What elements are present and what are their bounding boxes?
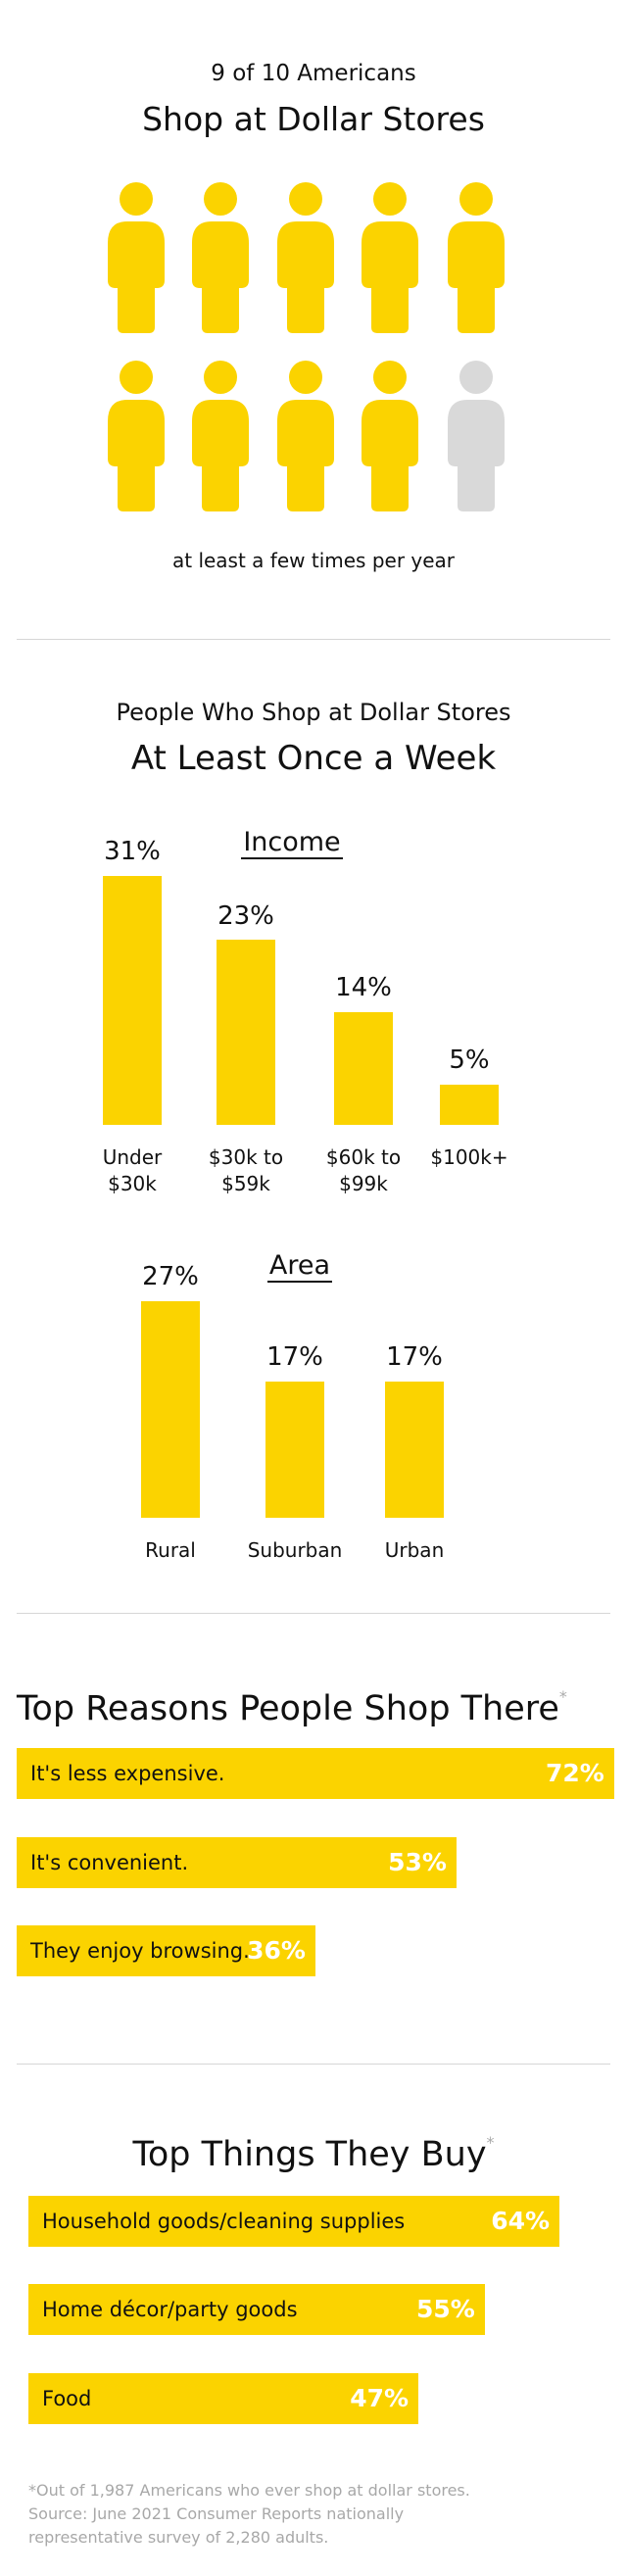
bar — [440, 1085, 499, 1125]
person-icon-filled — [277, 182, 334, 333]
divider — [17, 2064, 610, 2065]
chart-title: Top Reasons People Shop There* — [17, 1676, 624, 1730]
chart-title-text: Top Things They Buy — [132, 2135, 487, 2174]
note-marker: * — [558, 1687, 567, 1706]
chart-title: Top Things They Buy* — [0, 2121, 627, 2176]
person-icon-filled — [192, 361, 249, 511]
person-icon-filled — [362, 361, 418, 511]
bar — [17, 1925, 315, 1976]
bar — [385, 1381, 444, 1518]
group-label-text: Area — [266, 1250, 333, 1283]
value-label: 64% — [491, 2207, 551, 2235]
footnote: *Out of 1,987 Americans who ever shop at… — [28, 2481, 470, 2500]
bar — [141, 1300, 200, 1518]
category-label: Suburban — [247, 1538, 343, 1562]
bar — [265, 1381, 324, 1518]
group-label-text: Income — [241, 827, 343, 859]
value-label: 72% — [545, 1759, 604, 1787]
value-label: 14% — [335, 973, 392, 1003]
chart-title-text: Top Reasons People Shop There — [17, 1689, 559, 1728]
value-label: 36% — [247, 1936, 306, 1965]
person-icon-filled — [362, 182, 418, 333]
group-label: Area — [202, 1248, 398, 1284]
category-label: Rural — [145, 1538, 196, 1562]
bar — [17, 1837, 457, 1888]
bar — [28, 2373, 419, 2424]
footnote: representative survey of 2,280 adults. — [28, 2528, 329, 2547]
title: 9 of 10 Americans — [211, 61, 416, 87]
category-label: Urban — [384, 1538, 445, 1562]
bar — [217, 940, 275, 1125]
category-label: Home décor/party goods — [42, 2298, 298, 2321]
section-title: People Who Shop at Dollar Stores — [116, 699, 511, 727]
category-label: It's less expensive. — [30, 1762, 225, 1785]
caption: at least a few times per year — [171, 549, 456, 572]
value-label: 55% — [416, 2295, 475, 2323]
group-label: Income — [194, 825, 390, 860]
value-label: 47% — [350, 2384, 410, 2412]
category-label: $100k+ — [430, 1145, 508, 1169]
category-label: Under $30k — [102, 1145, 163, 1195]
divider — [17, 1613, 610, 1614]
category-label: They enjoy browsing. — [30, 1939, 250, 1963]
value-label: 31% — [104, 836, 161, 866]
bar — [17, 1748, 614, 1799]
footnote: Source: June 2021 Consumer Reports natio… — [28, 2504, 405, 2523]
value-label: 5% — [449, 1045, 490, 1076]
value-label: 23% — [217, 900, 274, 931]
person-icon-filled — [277, 361, 334, 511]
value-label: 53% — [388, 1848, 447, 1876]
category-label: $30k to $59k — [208, 1145, 284, 1195]
value-label: 17% — [266, 1341, 323, 1372]
note-marker: * — [486, 2133, 495, 2152]
divider — [17, 639, 610, 640]
bar — [103, 875, 162, 1125]
category-label: $60k to $99k — [325, 1145, 402, 1195]
bar — [28, 2284, 485, 2335]
category-label: It's convenient. — [30, 1851, 189, 1874]
person-icon-filled — [192, 182, 249, 333]
bar — [334, 1012, 393, 1125]
person-icon-filled — [108, 182, 165, 333]
person-icon-filled — [108, 361, 165, 511]
value-label: 17% — [386, 1341, 443, 1372]
category-label: Household goods/cleaning supplies — [42, 2210, 406, 2233]
section-subtitle: At Least Once a Week — [130, 738, 497, 778]
bar — [28, 2196, 560, 2247]
category-label: Food — [42, 2387, 92, 2410]
person-icon-empty — [448, 361, 505, 511]
person-icon-filled — [448, 182, 505, 333]
subtitle: Shop at Dollar Stores — [142, 99, 485, 138]
value-label: 27% — [142, 1261, 199, 1291]
